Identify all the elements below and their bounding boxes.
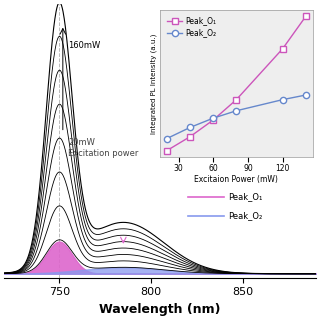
- Text: Peak_O₁: Peak_O₁: [228, 192, 262, 201]
- Text: 20mW
Excitation power: 20mW Excitation power: [68, 138, 139, 158]
- Text: Peak_O₂: Peak_O₂: [228, 212, 262, 220]
- Text: 160mW: 160mW: [68, 41, 100, 50]
- X-axis label: Wavelength (nm): Wavelength (nm): [99, 303, 221, 316]
